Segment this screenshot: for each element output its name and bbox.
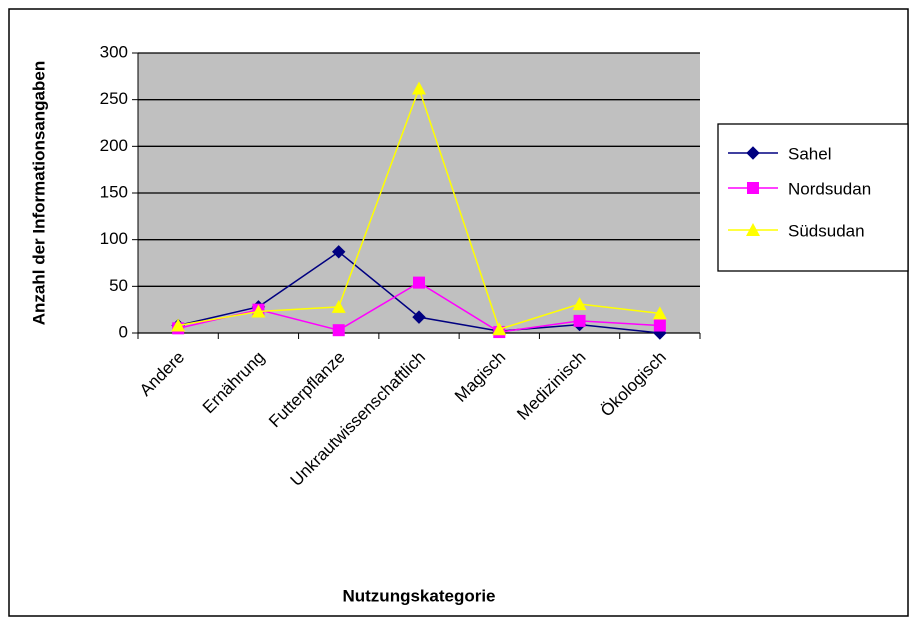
marker [572, 297, 587, 311]
marker [653, 319, 666, 332]
marker [171, 318, 186, 332]
legend-box [717, 123, 909, 272]
y-tick-label: 50 [109, 276, 128, 295]
marker [412, 310, 426, 324]
legend-label: Nordsudan [788, 179, 871, 198]
marker [652, 306, 667, 320]
marker [746, 146, 760, 160]
y-tick-label: 150 [100, 182, 128, 201]
y-tick-label: 250 [100, 89, 128, 108]
marker [332, 245, 346, 259]
marker [412, 81, 426, 95]
y-tick-label: 300 [100, 42, 128, 61]
marker [332, 324, 345, 337]
marker [492, 322, 507, 336]
x-axis-title: Nutzungskategorie [342, 586, 495, 605]
marker [251, 304, 266, 318]
y-tick-label: 200 [100, 136, 128, 155]
y-axis-title: Anzahl der Informationsangaben [29, 61, 48, 325]
marker [413, 276, 425, 289]
marker [747, 182, 759, 194]
marker [746, 223, 760, 236]
legend-label: Sahel [788, 144, 831, 163]
marker [331, 299, 346, 313]
y-tick-label: 0 [119, 322, 128, 341]
legend-label: Südsudan [788, 221, 865, 240]
y-tick-label: 100 [100, 229, 128, 248]
marker [573, 314, 586, 327]
